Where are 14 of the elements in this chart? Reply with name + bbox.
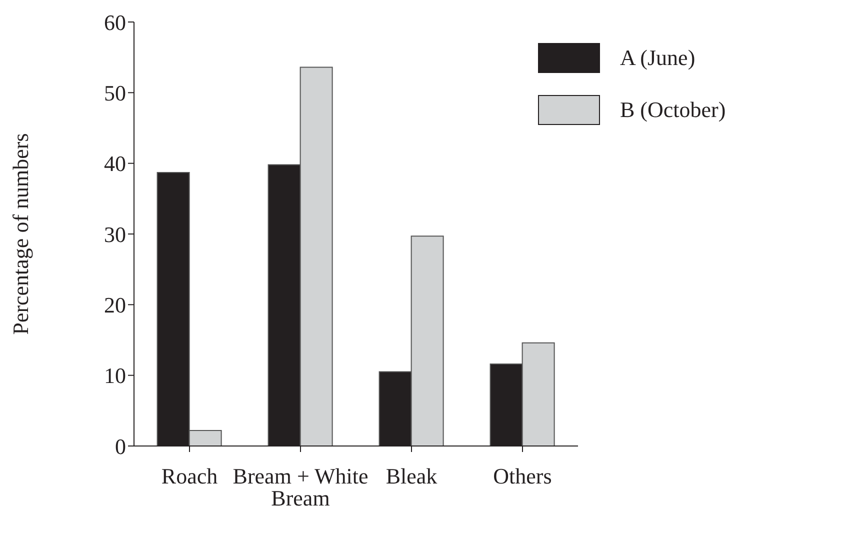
legend-label: B (October) bbox=[620, 97, 726, 123]
y-tick-label: 20 bbox=[104, 292, 126, 318]
y-tick-label: 0 bbox=[115, 434, 126, 459]
x-tick-label: Others bbox=[493, 464, 552, 489]
y-axis-title: Percentage of numbers bbox=[8, 133, 33, 335]
x-tick-label: Bleak bbox=[386, 464, 438, 489]
legend-label: A (June) bbox=[620, 45, 696, 71]
x-tick-label: Roach bbox=[161, 464, 218, 489]
y-tick-label: 60 bbox=[104, 10, 126, 35]
y-tick-label: 30 bbox=[104, 222, 126, 247]
x-tick-label: Bream + White Bream bbox=[232, 464, 368, 511]
y-tick-label: 40 bbox=[104, 151, 126, 176]
y-tick-label: 10 bbox=[104, 363, 126, 388]
y-tick-label: 50 bbox=[104, 80, 126, 106]
